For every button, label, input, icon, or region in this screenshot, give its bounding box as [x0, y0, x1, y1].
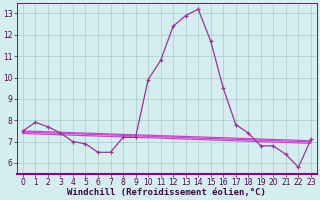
X-axis label: Windchill (Refroidissement éolien,°C): Windchill (Refroidissement éolien,°C)	[68, 188, 266, 197]
